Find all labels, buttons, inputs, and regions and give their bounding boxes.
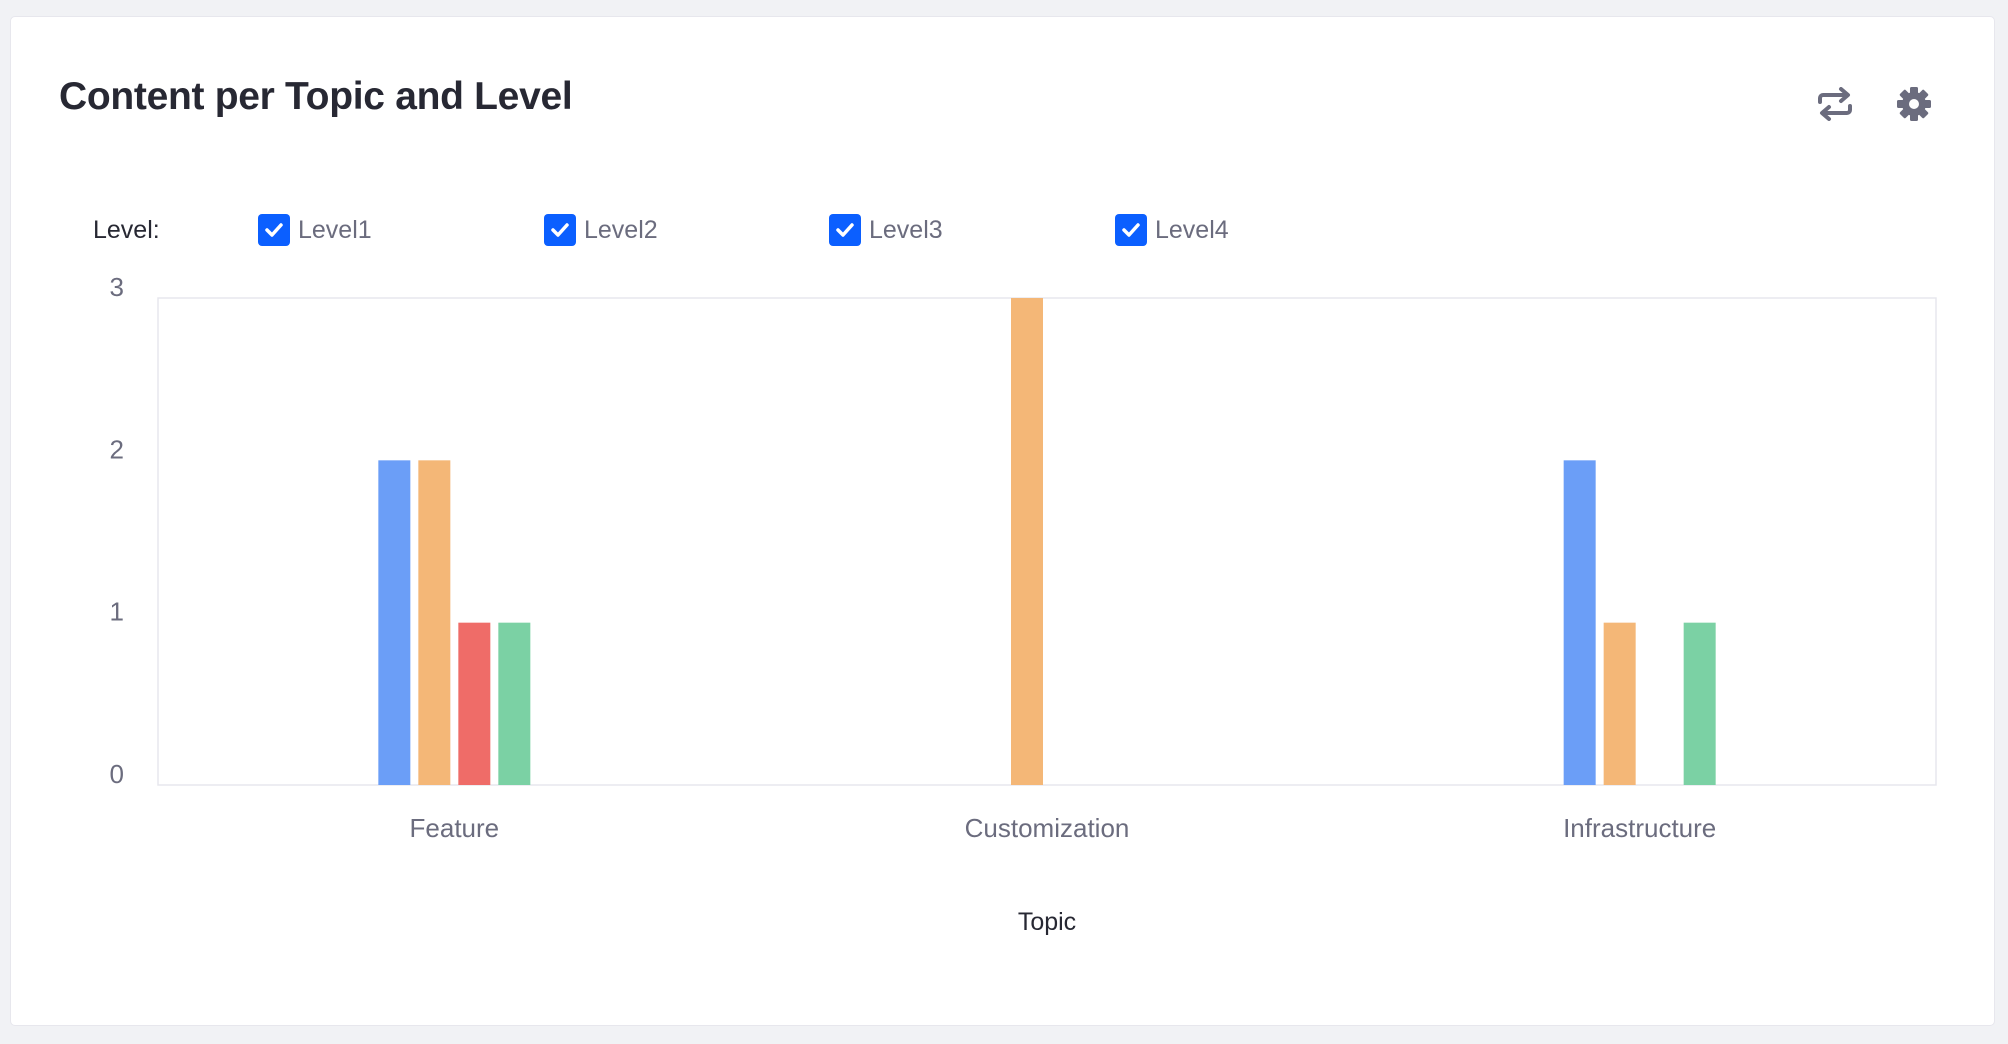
checkmark-icon bbox=[1122, 223, 1140, 237]
level1-label: Level1 bbox=[298, 215, 372, 244]
x-tick-label: Infrastructure bbox=[1563, 813, 1716, 843]
level2-checkbox-option[interactable]: Level2 bbox=[544, 212, 658, 248]
bar-level4-infrastructure[interactable] bbox=[1683, 622, 1716, 785]
y-tick-label: 0 bbox=[110, 759, 124, 789]
settings-button[interactable] bbox=[1888, 78, 1940, 130]
level4-checkbox[interactable] bbox=[1115, 214, 1147, 246]
level-filter-label: Level: bbox=[93, 216, 160, 244]
swap-arrows-icon bbox=[1816, 87, 1854, 121]
bar-level1-infrastructure[interactable] bbox=[1563, 460, 1596, 785]
bar-level2-infrastructure[interactable] bbox=[1603, 622, 1636, 785]
level2-label: Level2 bbox=[584, 215, 658, 244]
level2-checkbox[interactable] bbox=[544, 214, 576, 246]
level3-checkbox-option[interactable]: Level3 bbox=[829, 212, 943, 248]
level4-label: Level4 bbox=[1155, 215, 1229, 244]
swap-button[interactable] bbox=[1809, 78, 1861, 130]
y-tick-label: 3 bbox=[110, 272, 124, 302]
y-tick-label: 2 bbox=[110, 434, 124, 464]
checkmark-icon bbox=[551, 223, 569, 237]
level-filter: Level: Level1 Level2 Level3 Level4 bbox=[93, 212, 1293, 248]
checkmark-icon bbox=[836, 223, 854, 237]
gear-icon bbox=[1896, 86, 1932, 122]
chart-card: Content per Topic and Level bbox=[10, 16, 1995, 1026]
bar-level2-customization[interactable] bbox=[1011, 298, 1043, 785]
bar-level3-feature[interactable] bbox=[458, 622, 491, 785]
bar-level4-feature[interactable] bbox=[498, 622, 531, 785]
bar-level2-feature[interactable] bbox=[418, 460, 451, 785]
plot-area bbox=[157, 297, 1937, 786]
x-tick-label: Customization bbox=[965, 813, 1130, 843]
level1-checkbox-option[interactable]: Level1 bbox=[258, 212, 372, 248]
card-title: Content per Topic and Level bbox=[59, 75, 573, 118]
level3-label: Level3 bbox=[869, 215, 943, 244]
level1-checkbox[interactable] bbox=[258, 214, 290, 246]
level3-checkbox[interactable] bbox=[829, 214, 861, 246]
checkmark-icon bbox=[265, 223, 283, 237]
bar-level1-feature[interactable] bbox=[378, 460, 411, 785]
level4-checkbox-option[interactable]: Level4 bbox=[1115, 212, 1229, 248]
x-axis-title: Topic bbox=[1018, 908, 1076, 936]
x-tick-label: Feature bbox=[410, 813, 500, 843]
y-tick-label: 1 bbox=[110, 597, 124, 627]
